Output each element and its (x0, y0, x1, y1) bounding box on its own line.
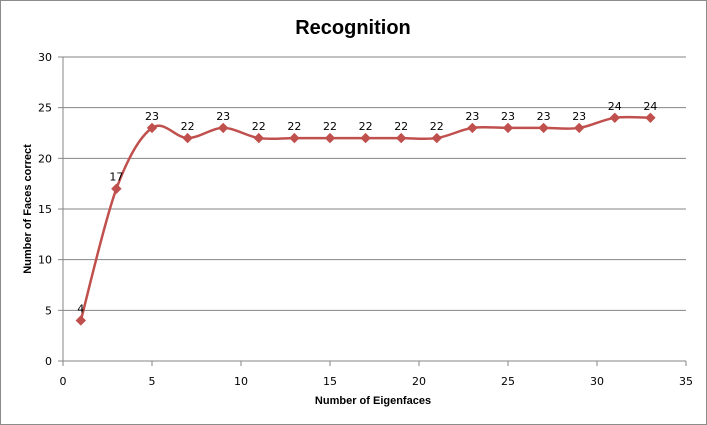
x-tick-label-35: 35 (679, 375, 693, 388)
data-point-11 (467, 122, 478, 134)
data-label-1: 17 (109, 171, 123, 184)
x-tick-label-20: 20 (412, 375, 426, 388)
x-tick-label-0: 0 (60, 375, 67, 388)
x-tick-label-10: 10 (234, 375, 248, 388)
series-line-0 (79, 115, 651, 321)
data-point-3 (182, 132, 193, 144)
data-label-14: 23 (572, 110, 586, 123)
data-point-2 (146, 122, 158, 134)
data-labels: 4 17 23 22 23 22 22 22 22 22 22 23 23 23 23 24 24 (77, 100, 657, 316)
x-tick-label-15: 15 (323, 375, 337, 388)
data-point-7 (324, 132, 336, 144)
data-label-12: 23 (501, 110, 515, 123)
y-tick-label-30: 30 (38, 51, 52, 64)
y-tick-label-20: 20 (38, 152, 52, 165)
x-tick-labels: 0 5 10 15 20 25 30 35 (60, 375, 694, 388)
data-point-15 (609, 112, 621, 124)
data-point-9 (395, 132, 407, 144)
data-label-15: 24 (608, 100, 622, 113)
data-label-6: 22 (287, 120, 301, 133)
data-point-8 (360, 132, 371, 144)
data-label-11: 23 (465, 110, 479, 123)
data-label-0: 4 (77, 302, 84, 315)
data-label-10: 22 (430, 120, 444, 133)
data-point-12 (502, 122, 514, 134)
data-label-9: 22 (394, 120, 408, 133)
data-point-14 (573, 122, 585, 134)
y-tick-label-25: 25 (38, 102, 52, 115)
y-tick-label-15: 15 (38, 203, 52, 216)
series-group (75, 112, 656, 326)
data-point-1 (111, 183, 122, 194)
data-label-3: 22 (181, 120, 195, 133)
data-label-8: 22 (359, 120, 373, 133)
y-tick-label-5: 5 (45, 304, 52, 317)
data-point-13 (538, 122, 549, 134)
data-point-10 (431, 132, 443, 144)
x-tick-label-30: 30 (590, 375, 604, 388)
data-label-16: 24 (643, 100, 657, 113)
data-point-0 (75, 315, 87, 326)
axes (58, 56, 687, 366)
data-label-4: 23 (216, 110, 230, 123)
data-label-5: 22 (252, 120, 266, 133)
data-label-7: 22 (323, 120, 337, 133)
x-tick-label-5: 5 (149, 375, 156, 388)
data-point-4 (217, 122, 229, 134)
y-tick-label-10: 10 (38, 254, 52, 267)
x-tick-label-25: 25 (501, 375, 515, 388)
data-label-2: 23 (145, 110, 159, 123)
chart-title: Recognition (295, 17, 411, 39)
data-point-5 (253, 132, 265, 144)
y-axis-title: Number of Faces correct (22, 144, 34, 274)
data-point-6 (289, 132, 300, 144)
y-tick-label-0: 0 (45, 355, 52, 368)
data-label-13: 23 (537, 110, 551, 123)
gridlines (63, 56, 686, 311)
x-axis-title: Number of Eigenfaces (315, 395, 431, 407)
data-point-16 (645, 112, 656, 124)
y-tick-labels: 0 5 10 15 20 25 30 (38, 51, 52, 368)
